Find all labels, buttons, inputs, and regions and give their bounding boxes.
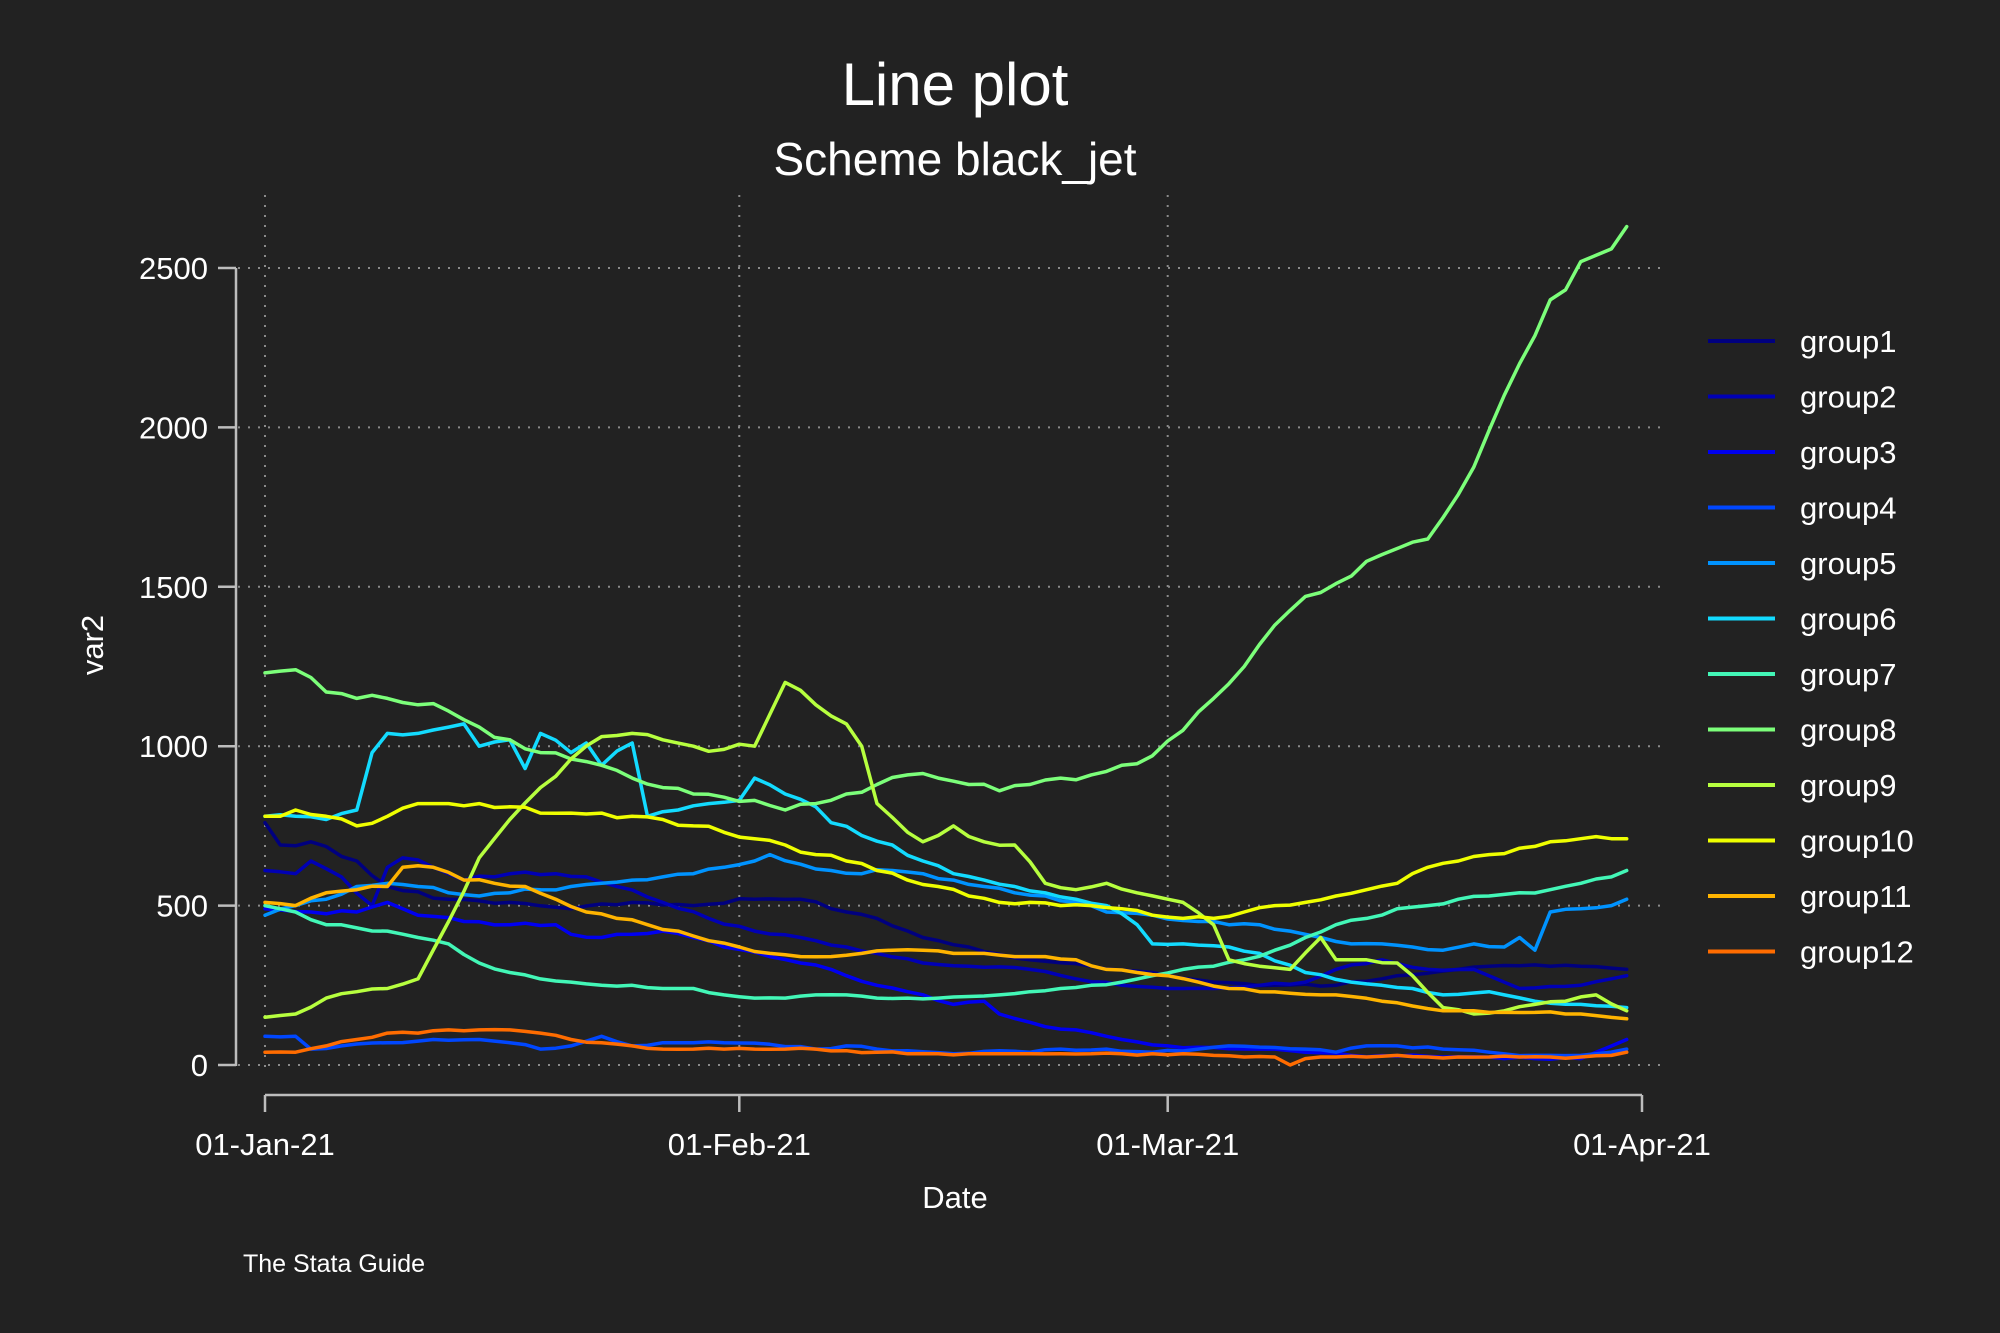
series-line-group12 <box>263 1027 1629 1067</box>
y-tick-label: 500 <box>156 889 208 924</box>
legend-label-group1: group1 <box>1800 324 1897 359</box>
series-line-group8 <box>263 224 1629 812</box>
series-line-group6 <box>263 722 1629 1010</box>
x-tick-label: 01-Feb-21 <box>668 1127 811 1162</box>
x-tick-label: 01-Jan-21 <box>195 1127 335 1162</box>
legend-label-group4: group4 <box>1800 491 1897 526</box>
series-line-group11 <box>263 863 1629 1021</box>
legend-label-group9: group9 <box>1800 768 1897 803</box>
y-tick-label: 0 <box>191 1048 208 1083</box>
legend-label-group2: group2 <box>1800 380 1897 415</box>
series-lines <box>263 224 1629 1067</box>
source-note: The Stata Guide <box>243 1250 425 1278</box>
y-tick-label: 1500 <box>139 570 208 605</box>
y-axis-label: var2 <box>75 615 110 675</box>
legend: group1 group2 group3 group4 group5 group6 grou… <box>1708 324 1914 970</box>
axes: 0 500 1000 1500 2000 2500 01-Jan-21 01-Feb-21 01… <box>139 251 1711 1162</box>
legend-label-group5: group5 <box>1800 546 1897 581</box>
legend-label-group11: group11 <box>1800 879 1911 914</box>
series-line-group9 <box>263 680 1629 1019</box>
series-line-group7 <box>263 868 1629 1001</box>
x-tick-label: 01-Mar-21 <box>1096 1127 1239 1162</box>
legend-label-group12: group12 <box>1800 935 1914 970</box>
series-line-group5 <box>263 852 1629 952</box>
chart-subtitle: Scheme black_jet <box>773 133 1136 185</box>
y-tick-label: 2000 <box>139 410 208 445</box>
legend-label-group8: group8 <box>1800 713 1897 748</box>
series-line-group3 <box>263 900 1629 1061</box>
legend-label-group3: group3 <box>1800 435 1897 470</box>
legend-label-group7: group7 <box>1800 657 1897 692</box>
y-tick-label: 2500 <box>139 251 208 286</box>
series-line-group10 <box>263 801 1629 921</box>
y-tick-label: 1000 <box>139 729 208 764</box>
chart-title: Line plot <box>842 51 1069 118</box>
legend-label-group10: group10 <box>1800 824 1914 859</box>
x-tick-label: 01-Apr-21 <box>1573 1127 1711 1162</box>
grid <box>238 195 1668 1068</box>
series-line-group1 <box>263 820 1629 988</box>
x-axis-label: Date <box>922 1180 987 1215</box>
legend-label-group6: group6 <box>1800 602 1897 637</box>
